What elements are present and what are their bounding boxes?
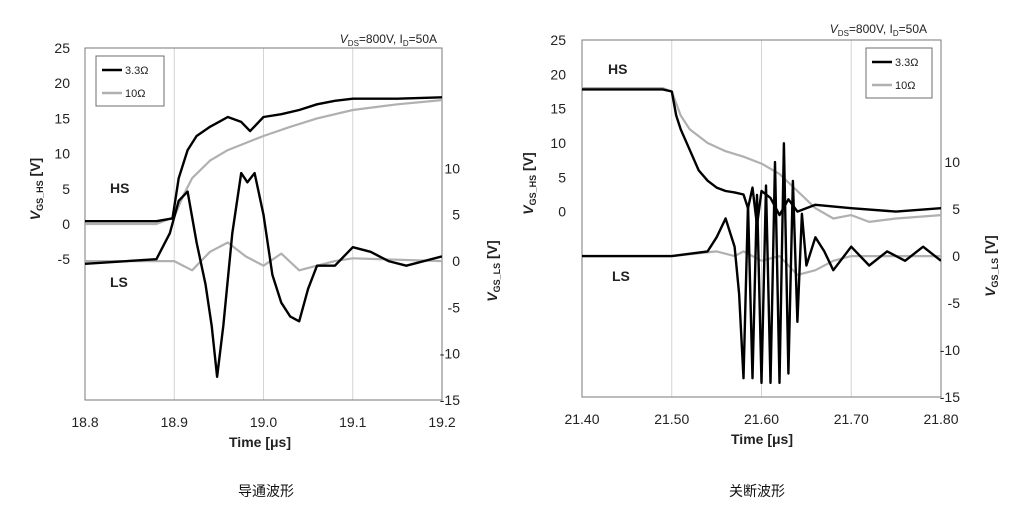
y-title-unit: [V] [520,152,536,175]
condition-part: =50A [409,32,437,46]
y-title-unit: [V] [27,158,43,181]
test-condition: VDS=800V, ID=50A [830,22,927,38]
figure-caption: 关断波形 [729,484,785,500]
x-tick-label: 21.50 [654,411,689,427]
right-y-tick-label: 10 [944,154,960,170]
right-y-tick-label: 5 [952,201,960,217]
right-y-tick-label: 10 [444,160,460,176]
condition-part: V [830,22,839,36]
right-y-tick-label: -15 [940,389,960,405]
plot-area [581,39,942,398]
x-tick-label: 18.8 [71,414,98,430]
condition-part: DS [348,39,359,48]
x-tick-label: 19.0 [250,414,277,430]
ls-group-label: LS [110,274,128,290]
x-tick-label: 21.60 [744,411,779,427]
y-title-unit: [V] [982,235,998,258]
y-title-main: V [484,291,500,302]
right-y-axis-title: VGS_LS [V] [982,235,1000,296]
x-tick-label: 19.2 [428,414,455,430]
left-y-tick-label: 0 [62,216,70,232]
right-y-tick-label: 0 [452,253,460,269]
legend-entry: 3.3Ω [895,57,919,69]
condition-part: V [340,32,349,46]
x-axis-title: Time [μs] [229,434,291,450]
series-line-ls-10ohm [582,250,941,276]
condition-part: I [886,22,893,36]
right-y-tick-label: -10 [440,346,460,362]
left-y-tick-label: 10 [54,146,70,162]
left-y-tick-label: 5 [558,169,566,185]
chart-2: 21.40 21.50 21.60 21.70 21.80 25 20 15 10 5 0 10 5 0 -… [520,22,1000,500]
left-y-tick-label: 20 [54,75,70,91]
series-line-ls-10ohm [85,241,442,272]
hs-group-label: HS [608,61,627,77]
series-line-ls-3p3ohm [85,171,442,378]
left-y-tick-label: 25 [550,32,566,48]
x-tick-label: 18.9 [161,414,188,430]
left-y-tick-label: 15 [54,110,70,126]
legend-box [865,47,933,99]
condition-part: =800V, [849,22,886,36]
y-title-sub: GS_HS [35,180,45,211]
y-title-sub: GS_HS [528,175,538,206]
legend-entry: 10Ω [895,80,915,92]
left-y-axis-title: VGS_HS [V] [27,158,45,220]
y-title-main: V [27,209,43,220]
condition-part: D [893,29,899,38]
legend-entry: 10Ω [125,88,145,100]
hs-group-label: HS [110,180,129,196]
series-line-hs-3p3ohm [582,88,941,227]
x-tick-label: 19.1 [339,414,366,430]
right-y-tick-label: -5 [448,299,461,315]
figure-caption: 导通波形 [238,484,294,500]
left-y-tick-label: -5 [58,251,71,267]
left-y-tick-label: 20 [550,66,566,82]
ls-group-label: LS [612,268,630,284]
left-y-tick-label: 15 [550,101,566,117]
left-y-tick-label: 5 [62,181,70,197]
test-condition: VDS=800V, ID=50A [340,32,437,48]
y-title-main: V [520,204,536,215]
series-line-ls-3p3ohm [582,142,941,385]
x-tick-label: 21.70 [834,411,869,427]
condition-part: =800V, [359,32,396,46]
series-line-hs-10ohm [582,87,941,223]
left-y-tick-label: 0 [558,204,566,220]
x-axis-title: Time [μs] [731,431,793,447]
y-title-main: V [982,286,998,297]
left-y-axis-title: VGS_HS [V] [520,152,538,214]
right-y-tick-label: 0 [952,248,960,264]
right-y-tick-label: -15 [440,392,460,408]
left-y-tick-label: 10 [550,135,566,151]
right-y-axis-title: VGS_LS [V] [484,240,502,301]
condition-part: =50A [899,22,927,36]
right-y-tick-label: -10 [940,342,960,358]
left-y-tick-label: 25 [54,40,70,56]
x-tick-label: 21.80 [923,411,958,427]
y-title-sub: GS_LS [492,263,502,293]
legend-entry: 3.3Ω [125,65,149,77]
x-tick-label: 21.40 [564,411,599,427]
condition-part: D [403,39,409,48]
right-y-tick-label: 5 [452,207,460,223]
condition-part: DS [838,29,849,38]
y-title-unit: [V] [484,240,500,263]
y-title-sub: GS_LS [990,258,1000,288]
chart-1: 18.8 18.9 19.0 19.1 19.2 25 20 15 10 5 0 -5 10 5 0 -5 -1… [27,32,502,500]
right-y-tick-label: -5 [948,295,961,311]
series-line-hs-3p3ohm [85,96,442,223]
condition-part: I [396,32,403,46]
legend-box [95,55,165,107]
